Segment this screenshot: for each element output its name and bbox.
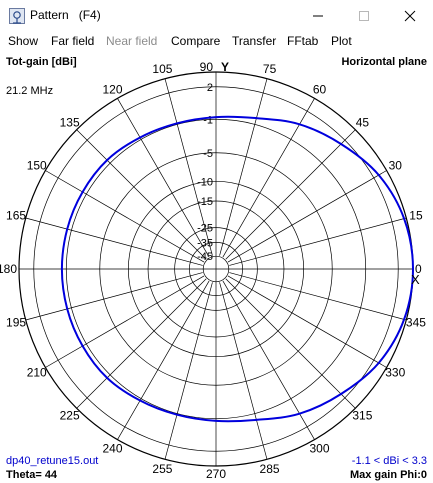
frequency-label: 21.2 MHz xyxy=(6,85,53,97)
polar-plot-area[interactable]: 2 -1 -5 -10 -15 -25 -35 -45 0 15 30 45 60 75 90 105 120… xyxy=(0,51,433,483)
spoke-210 xyxy=(45,275,205,368)
angle-label-240: 240 xyxy=(102,441,122,455)
spoke-135 xyxy=(76,129,207,260)
angle-label-300: 300 xyxy=(309,441,329,455)
angle-label-225: 225 xyxy=(60,408,80,422)
ring-label: -15 xyxy=(197,196,213,208)
menu-transfer[interactable]: Transfer xyxy=(232,34,277,48)
angle-label-15: 15 xyxy=(409,208,423,222)
window-title: Pattern (F4) xyxy=(30,8,101,22)
ring--1 xyxy=(65,118,367,420)
spoke-225 xyxy=(76,278,207,409)
spoke-120 xyxy=(117,98,210,258)
title-bar: Pattern (F4) xyxy=(0,0,433,31)
ring--45 xyxy=(202,255,230,283)
gain-range-label: -1.1 < dBi < 3.3 xyxy=(352,455,427,467)
angle-label-210: 210 xyxy=(27,366,47,380)
angle-label-315: 315 xyxy=(352,408,372,422)
max-gain-label: Max gain Phi:0 xyxy=(350,469,427,481)
file-name-label: dp40_retune15.out xyxy=(6,455,98,467)
polar-grid xyxy=(18,71,414,467)
spoke-165 xyxy=(25,217,203,266)
spoke-105 xyxy=(164,78,213,256)
spoke-345 xyxy=(229,272,407,321)
ring--35 xyxy=(189,242,243,296)
theta-label: Theta= 44 xyxy=(6,469,58,481)
angle-label-330: 330 xyxy=(385,366,405,380)
angle-label-285: 285 xyxy=(260,462,280,476)
angle-label-165: 165 xyxy=(6,208,26,222)
angle-label-30: 30 xyxy=(389,159,403,173)
angle-label-120: 120 xyxy=(102,83,122,97)
spoke-15 xyxy=(229,217,407,266)
maximize-button[interactable] xyxy=(341,0,387,31)
menu-show[interactable]: Show xyxy=(8,34,39,48)
spoke-285 xyxy=(219,282,268,460)
menu-near-field: Near field xyxy=(106,34,158,48)
angle-label-group: 0153045607590105120135150165180195210225… xyxy=(0,60,426,481)
ring--5 xyxy=(99,152,333,386)
menu-far-field[interactable]: Far field xyxy=(51,34,95,48)
angle-label-180: 180 xyxy=(0,262,17,276)
angle-label-195: 195 xyxy=(6,316,26,330)
spoke-75 xyxy=(219,78,268,256)
ring-label: -5 xyxy=(203,148,213,160)
angle-label-0: 0 xyxy=(415,262,422,276)
minimize-button[interactable] xyxy=(295,0,341,31)
ring-label-group: 2 -1 -5 -10 -15 -25 -35 -45 xyxy=(197,82,213,263)
ring-2 xyxy=(33,86,399,452)
angle-label-255: 255 xyxy=(152,462,172,476)
ring-label: -1 xyxy=(203,114,213,126)
menu-bar: Show Far field Near field Compare Transf… xyxy=(0,31,433,51)
gain-axis-label: Tot-gain [dBi] xyxy=(6,56,77,68)
menu-fftab[interactable]: FFtab xyxy=(287,34,319,48)
ring-label: -35 xyxy=(197,237,213,249)
angle-label-270: 270 xyxy=(206,467,226,481)
plane-label: Horizontal plane xyxy=(341,56,427,68)
ring--15 xyxy=(147,200,285,338)
angle-label-45: 45 xyxy=(356,116,370,130)
spoke-30 xyxy=(227,170,387,263)
gain-pattern-trace xyxy=(60,115,415,423)
ring--10 xyxy=(127,180,305,358)
antenna-app-icon xyxy=(9,8,25,24)
x-axis-label: X xyxy=(411,272,420,287)
spoke-150 xyxy=(45,170,205,263)
menu-compare[interactable]: Compare xyxy=(171,34,221,48)
spoke-195 xyxy=(25,272,203,321)
spoke-255 xyxy=(164,282,213,460)
spoke-45 xyxy=(225,129,356,260)
spoke-315 xyxy=(225,278,356,409)
menu-plot[interactable]: Plot xyxy=(331,34,352,48)
minimize-icon xyxy=(313,15,323,17)
ring-label: -25 xyxy=(197,223,213,235)
ring-label: 2 xyxy=(207,82,213,94)
close-icon xyxy=(404,10,416,22)
angle-label-75: 75 xyxy=(263,62,277,76)
spoke-330 xyxy=(227,275,387,368)
angle-label-90: 90 xyxy=(200,60,214,74)
angle-label-345: 345 xyxy=(406,316,426,330)
angle-label-105: 105 xyxy=(152,62,172,76)
angle-label-135: 135 xyxy=(60,116,80,130)
y-axis-label: Y xyxy=(221,60,229,74)
ring-label: -10 xyxy=(197,176,213,188)
ring-label: -45 xyxy=(197,251,213,263)
angle-label-150: 150 xyxy=(27,159,47,173)
ring--25 xyxy=(174,227,258,311)
angle-label-60: 60 xyxy=(313,83,327,97)
close-button[interactable] xyxy=(387,0,433,31)
spoke-240 xyxy=(117,280,210,440)
maximize-icon xyxy=(359,11,369,21)
